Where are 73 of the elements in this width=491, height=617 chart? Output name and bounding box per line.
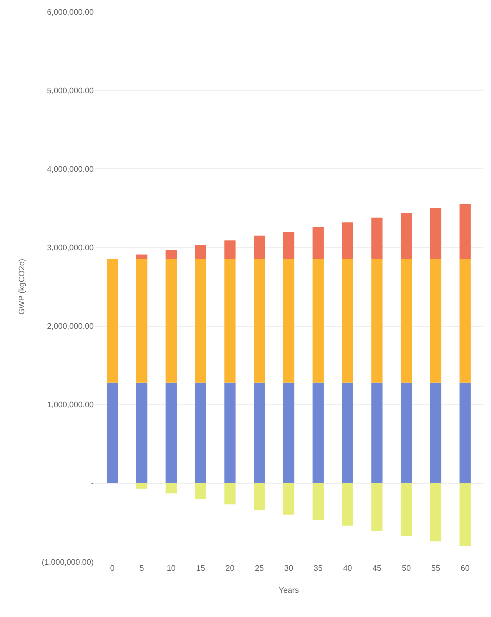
bar bbox=[195, 245, 206, 260]
x-tick-label: 0 bbox=[110, 564, 116, 573]
y-tick-label: 2,000,000.00 bbox=[47, 322, 95, 332]
x-tick-label: 50 bbox=[402, 564, 412, 573]
bar bbox=[342, 382, 354, 484]
bar bbox=[400, 213, 412, 260]
bar bbox=[254, 236, 266, 260]
bar bbox=[224, 240, 236, 260]
bar bbox=[342, 222, 354, 260]
bar bbox=[254, 382, 266, 484]
bar bbox=[430, 382, 442, 484]
bar bbox=[312, 382, 324, 484]
bar bbox=[283, 382, 295, 484]
bar bbox=[342, 260, 354, 383]
bar bbox=[283, 483, 295, 515]
bar bbox=[136, 254, 148, 260]
bar bbox=[136, 382, 148, 484]
bar bbox=[460, 204, 471, 260]
x-axis-title: Years bbox=[278, 586, 300, 596]
y-axis-title: GWP (kgCO2e) bbox=[18, 258, 27, 315]
bar bbox=[136, 260, 148, 383]
bar bbox=[166, 382, 178, 484]
x-tick-label: 40 bbox=[343, 564, 353, 573]
x-tick-label: 60 bbox=[460, 564, 470, 573]
x-tick-label: 55 bbox=[432, 564, 441, 573]
bar bbox=[107, 382, 118, 484]
bar bbox=[400, 483, 412, 536]
bar bbox=[254, 483, 266, 510]
bar bbox=[372, 218, 383, 260]
bar bbox=[195, 260, 206, 383]
x-tick-label: 5 bbox=[140, 564, 145, 573]
bar bbox=[430, 208, 442, 260]
x-tick-label: 15 bbox=[196, 564, 206, 573]
bar bbox=[136, 483, 148, 489]
bar bbox=[195, 483, 206, 500]
x-tick-label: 45 bbox=[372, 564, 382, 573]
bar bbox=[312, 227, 324, 260]
x-tick-label: 35 bbox=[314, 564, 324, 573]
y-tick-label: 3,000,000.00 bbox=[47, 244, 95, 253]
bar bbox=[254, 260, 266, 383]
bar bbox=[283, 260, 295, 383]
bar bbox=[430, 260, 442, 383]
bar bbox=[166, 260, 178, 383]
bar bbox=[400, 260, 412, 383]
y-tick-label: 6,000,000.00 bbox=[47, 8, 95, 17]
bar bbox=[107, 260, 118, 383]
x-tick-label: 25 bbox=[255, 564, 265, 573]
bar bbox=[283, 232, 295, 260]
bar bbox=[460, 260, 471, 383]
bar bbox=[312, 483, 324, 520]
x-tick-label: 20 bbox=[226, 564, 236, 573]
bar bbox=[372, 260, 383, 383]
bar bbox=[400, 382, 412, 484]
y-tick-label: (1,000,000.00) bbox=[42, 558, 94, 567]
bar bbox=[195, 382, 206, 484]
y-tick-label: 5,000,000.00 bbox=[47, 86, 95, 96]
bar bbox=[372, 483, 383, 532]
x-tick-label: 10 bbox=[166, 564, 176, 573]
y-tick-label: 4,000,000.00 bbox=[47, 164, 95, 174]
bar bbox=[372, 382, 383, 484]
bar bbox=[460, 483, 471, 546]
bar bbox=[224, 260, 236, 383]
y-tick-label: 1,000,000.00 bbox=[47, 400, 95, 410]
x-tick-label: 30 bbox=[284, 564, 294, 573]
bar bbox=[224, 382, 236, 484]
bar bbox=[460, 382, 471, 484]
bar bbox=[166, 250, 178, 260]
bar bbox=[430, 483, 442, 542]
bar bbox=[312, 260, 324, 383]
bar bbox=[224, 483, 236, 505]
bar bbox=[342, 483, 354, 526]
y-tick-label: - bbox=[91, 479, 94, 488]
bar bbox=[166, 483, 178, 494]
